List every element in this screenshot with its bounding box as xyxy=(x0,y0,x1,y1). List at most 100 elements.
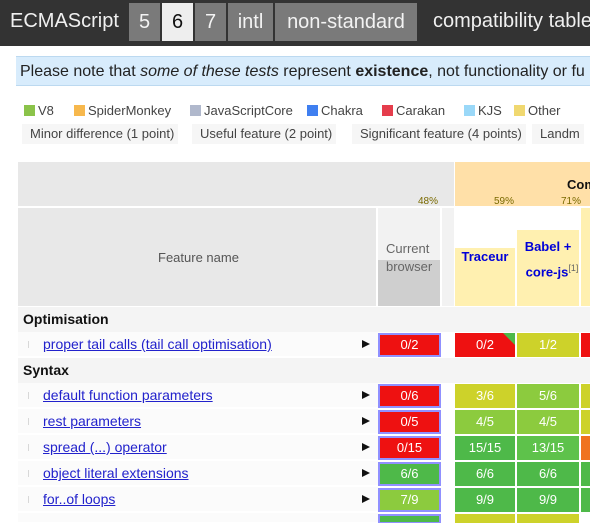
section-optimisation: Optimisation xyxy=(18,307,590,332)
result-babel: 13/15 xyxy=(517,436,579,460)
traceur-percent: 59% xyxy=(494,196,515,207)
expand-triangle-icon[interactable] xyxy=(362,469,370,477)
legend-swatch-icon xyxy=(464,105,475,116)
result-babel: 6/6 xyxy=(517,462,579,486)
legend-engines: V8 SpiderMonkey JavaScriptCore Chakra Ca… xyxy=(22,101,590,121)
traceur-header[interactable]: Traceur xyxy=(455,208,515,306)
babel-footnote[interactable]: [1] xyxy=(568,263,579,273)
row-marker xyxy=(28,496,33,503)
current-browser-score-bar xyxy=(378,260,440,306)
feature-cell: default function parameters xyxy=(18,383,378,408)
tab-es7[interactable]: 7 xyxy=(195,3,226,41)
legend-swatch-icon xyxy=(514,105,525,116)
row-marker xyxy=(28,444,33,451)
tab-es6[interactable]: 6 xyxy=(162,3,193,41)
legend-label: SpiderMonkey xyxy=(88,103,172,118)
legend-label: Other xyxy=(528,103,561,118)
brand-title: ECMAScript xyxy=(10,10,119,32)
result-babel: 9/9 xyxy=(517,488,579,512)
tab-non-standard[interactable]: non-standard xyxy=(275,3,417,41)
legend-swatch-icon xyxy=(307,105,318,116)
babel-header[interactable]: Babel + core-js[1] xyxy=(517,208,579,306)
feature-link[interactable]: for..of loops xyxy=(43,491,116,507)
table-row: default function parameters 0/6 3/6 5/6 xyxy=(18,383,590,409)
feature-link[interactable]: default function parameters xyxy=(43,387,213,403)
legend-other: Other xyxy=(512,101,561,121)
feature-cell: rest parameters xyxy=(18,409,378,434)
legend-swatch-icon xyxy=(74,105,85,116)
tab-es5[interactable]: 5 xyxy=(129,3,160,41)
feature-link[interactable]: object literal extensions xyxy=(43,465,189,481)
feature-link[interactable]: proper tail calls (tail call optimisatio… xyxy=(43,336,272,352)
tab-intl[interactable]: intl xyxy=(228,3,273,41)
feature-cell: proper tail calls (tail call optimisatio… xyxy=(18,332,378,357)
babel-name-line2[interactable]: core-js[1] xyxy=(521,258,583,282)
result-next xyxy=(581,410,590,434)
result-traceur xyxy=(455,514,515,523)
notice-text-1: Please note that xyxy=(20,63,141,80)
babel-percent: 71% xyxy=(561,196,582,207)
table-row-partial xyxy=(18,513,590,523)
legend-minor: Minor difference (1 point) xyxy=(22,124,179,144)
current-browser-header: Current browser xyxy=(378,208,440,306)
notice-banner: Please note that some of these tests rep… xyxy=(16,56,590,86)
feature-name-header-cell: Feature name xyxy=(18,208,376,306)
feature-cell: object literal extensions xyxy=(18,461,378,486)
current-browser-percent: 48% xyxy=(418,196,439,207)
page-title: compatibility table xyxy=(433,10,590,32)
result-babel xyxy=(517,514,579,523)
result-current: 0/2 xyxy=(378,333,441,357)
result-traceur: 6/6 xyxy=(455,462,515,486)
result-next xyxy=(581,333,590,357)
result-traceur-value: 0/2 xyxy=(475,337,495,352)
header-spacer xyxy=(18,162,454,206)
legend-useful: Useful feature (2 point) xyxy=(192,124,337,144)
babel-score-bar xyxy=(517,230,579,306)
legend-significant: Significant feature (4 points) xyxy=(352,124,526,144)
legend-carakan: Carakan xyxy=(380,101,445,121)
babel-name-text[interactable]: core-js xyxy=(525,264,569,280)
feature-link[interactable]: spread (...) operator xyxy=(43,439,167,455)
legend-swatch-icon xyxy=(190,105,201,116)
table-row: spread (...) operator 0/15 15/15 13/15 xyxy=(18,435,590,461)
legend-v8: V8 xyxy=(22,101,54,121)
expand-triangle-icon[interactable] xyxy=(362,443,370,451)
notice-text-3: , not functionality or fu xyxy=(428,63,585,80)
result-traceur: 0/2 xyxy=(455,333,515,357)
notice-strong: existence xyxy=(355,63,429,80)
legend-weights: Minor difference (1 point) Useful featur… xyxy=(22,124,590,144)
current-browser-line1: Current xyxy=(386,241,430,256)
feature-cell: for..of loops xyxy=(18,487,378,512)
result-traceur: 4/5 xyxy=(455,410,515,434)
compilers-group-label: Com xyxy=(567,177,590,192)
separator-column xyxy=(442,208,454,306)
table-row: for..of loops 7/9 9/9 9/9 xyxy=(18,487,590,513)
table-row: object literal extensions 6/6 6/6 6/6 xyxy=(18,461,590,487)
result-current xyxy=(378,514,441,523)
expand-triangle-icon[interactable] xyxy=(362,391,370,399)
legend-label: KJS xyxy=(478,103,502,118)
legend-label: Carakan xyxy=(396,103,446,118)
result-next xyxy=(581,436,590,460)
result-next xyxy=(581,462,590,486)
result-current: 0/15 xyxy=(378,436,441,460)
current-browser-line2: browser xyxy=(386,259,433,274)
next-column-header xyxy=(581,208,590,306)
legend-kjs: KJS xyxy=(462,101,502,121)
result-traceur: 9/9 xyxy=(455,488,515,512)
expand-triangle-icon[interactable] xyxy=(362,417,370,425)
legend-swatch-icon xyxy=(24,105,35,116)
result-next xyxy=(581,488,590,512)
legend-swatch-icon xyxy=(382,105,393,116)
expand-triangle-icon[interactable] xyxy=(362,495,370,503)
result-current: 0/6 xyxy=(378,384,441,408)
feature-cell xyxy=(18,513,378,523)
babel-name-line1[interactable]: Babel + xyxy=(524,239,572,254)
traceur-name[interactable]: Traceur xyxy=(461,249,509,264)
legend-label: Chakra xyxy=(321,103,363,118)
legend-label: JavaScriptCore xyxy=(204,103,293,118)
result-current: 7/9 xyxy=(378,488,441,512)
expand-triangle-icon[interactable] xyxy=(362,340,370,348)
feature-link[interactable]: rest parameters xyxy=(43,413,142,429)
top-navigation-bar: ECMAScript 5 6 7 intl non-standard compa… xyxy=(0,0,590,46)
